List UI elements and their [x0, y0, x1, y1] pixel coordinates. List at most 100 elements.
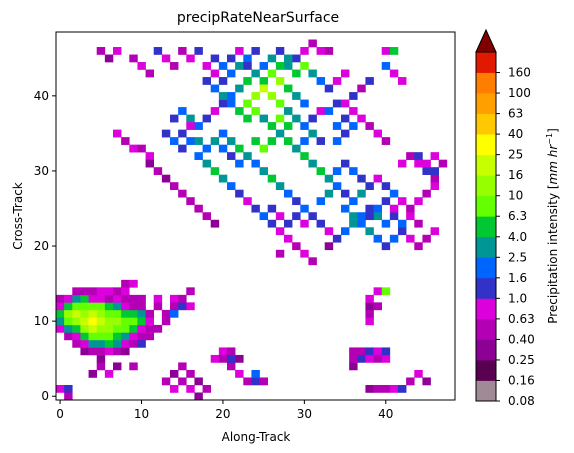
- heatmap-cell: [235, 189, 244, 198]
- heatmap-cell: [56, 384, 65, 393]
- heatmap-cell: [121, 137, 130, 145]
- heatmap-cell: [235, 84, 244, 93]
- heatmap-cell: [381, 137, 391, 145]
- heatmap-cell: [275, 182, 285, 191]
- heatmap-cell: [284, 137, 293, 145]
- heatmap-cell: [373, 129, 383, 138]
- heatmap-cell: [227, 137, 236, 145]
- heatmap-cell: [153, 47, 163, 55]
- colorbar-tick-label: 63: [508, 107, 523, 121]
- heatmap-cell: [202, 77, 212, 85]
- heatmap-cell: [121, 287, 130, 296]
- heatmap-cell: [349, 197, 358, 206]
- heatmap-cell: [316, 77, 326, 85]
- heatmap-cell: [202, 144, 212, 153]
- heatmap-cell: [56, 294, 65, 303]
- heatmap-cell: [88, 294, 98, 303]
- heatmap-cells: [56, 39, 448, 401]
- colorbar-tick-label: 0.25: [508, 353, 535, 367]
- colorbar-label-main: Precipitation intensity [: [546, 184, 560, 323]
- colorbar-swatch: [476, 216, 496, 238]
- heatmap-cell: [113, 309, 122, 318]
- heatmap-cell: [210, 354, 220, 363]
- heatmap-cell: [300, 47, 309, 55]
- heatmap-cell: [210, 219, 220, 228]
- heatmap-cell: [178, 377, 187, 386]
- heatmap-cell: [373, 287, 383, 296]
- heatmap-cell: [275, 62, 285, 70]
- heatmap-cell: [357, 174, 366, 183]
- heatmap-cell: [121, 317, 130, 326]
- heatmap-cell: [381, 47, 391, 55]
- heatmap-cell: [373, 302, 383, 311]
- heatmap-cell: [88, 369, 98, 378]
- heatmap-cell: [341, 159, 350, 168]
- heatmap-cell: [202, 159, 212, 168]
- heatmap-cell: [218, 77, 228, 85]
- y-tick-label: 20: [34, 239, 49, 253]
- heatmap-cell: [422, 167, 431, 175]
- heatmap-cell: [406, 212, 415, 221]
- heatmap-cell: [381, 287, 391, 296]
- heatmap-cell: [80, 309, 89, 318]
- heatmap-cell: [96, 294, 106, 303]
- heatmap-cell: [235, 369, 244, 378]
- heatmap-cell: [349, 219, 358, 228]
- heatmap-cell: [381, 242, 391, 251]
- plot-frame: [55, 31, 456, 401]
- heatmap-cell: [178, 144, 187, 153]
- heatmap-cell: [259, 167, 269, 175]
- heatmap-cell: [308, 212, 317, 221]
- heatmap-cell: [284, 107, 293, 115]
- heatmap-cell: [113, 317, 122, 326]
- heatmap-cell: [121, 339, 130, 348]
- heatmap-cell: [259, 212, 269, 221]
- heatmap-cell: [80, 324, 89, 333]
- heatmap-cell: [332, 99, 342, 108]
- heatmap-cell: [357, 219, 366, 228]
- heatmap-cell: [284, 234, 293, 243]
- heatmap-cell: [243, 197, 252, 206]
- heatmap-cell: [365, 204, 374, 213]
- colorbar-extend-triangle: [475, 28, 497, 53]
- colorbar: 0.08 0.16 0.25 0.40 0.63 1.0 1.6 2.5 4.0 6.3 10 16 2…: [475, 28, 560, 408]
- heatmap-cell: [332, 234, 342, 243]
- heatmap-cell: [194, 152, 203, 160]
- heatmap-cell: [398, 219, 407, 228]
- heatmap-cell: [56, 302, 65, 311]
- colorbar-label-unit: mm hr: [546, 144, 560, 185]
- heatmap-cell: [284, 62, 293, 70]
- heatmap-cell: [349, 107, 358, 115]
- heatmap-cell: [259, 77, 269, 85]
- heatmap-cell: [178, 302, 187, 311]
- heatmap-cell: [292, 114, 301, 123]
- heatmap-cell: [145, 159, 155, 168]
- heatmap-cell: [104, 302, 114, 311]
- heatmap-cell: [357, 84, 366, 93]
- heatmap-cell: [96, 347, 106, 356]
- heatmap-cell: [137, 324, 146, 333]
- heatmap-cell: [267, 92, 277, 100]
- heatmap-cell: [178, 362, 187, 371]
- heatmap-cell: [113, 129, 122, 138]
- heatmap-cell: [332, 137, 342, 145]
- heatmap-cell: [218, 144, 228, 153]
- heatmap-cell: [170, 137, 179, 145]
- heatmap-cell: [381, 182, 391, 191]
- heatmap-cell: [284, 219, 293, 228]
- heatmap-cell: [373, 354, 383, 363]
- heatmap-cell: [235, 107, 244, 115]
- heatmap-cell: [300, 204, 309, 213]
- heatmap-cell: [406, 204, 415, 213]
- heatmap-cell: [121, 302, 130, 311]
- heatmap-cell: [267, 137, 277, 145]
- heatmap-cell: [259, 84, 269, 93]
- heatmap-cell: [80, 347, 89, 356]
- heatmap-cell: [251, 377, 260, 386]
- heatmap-cell: [96, 339, 106, 348]
- heatmap-cell: [275, 129, 285, 138]
- heatmap-cell: [349, 92, 358, 100]
- heatmap-cell: [186, 114, 195, 123]
- heatmap-cell: [96, 332, 106, 341]
- x-tick-label: 20: [215, 407, 230, 421]
